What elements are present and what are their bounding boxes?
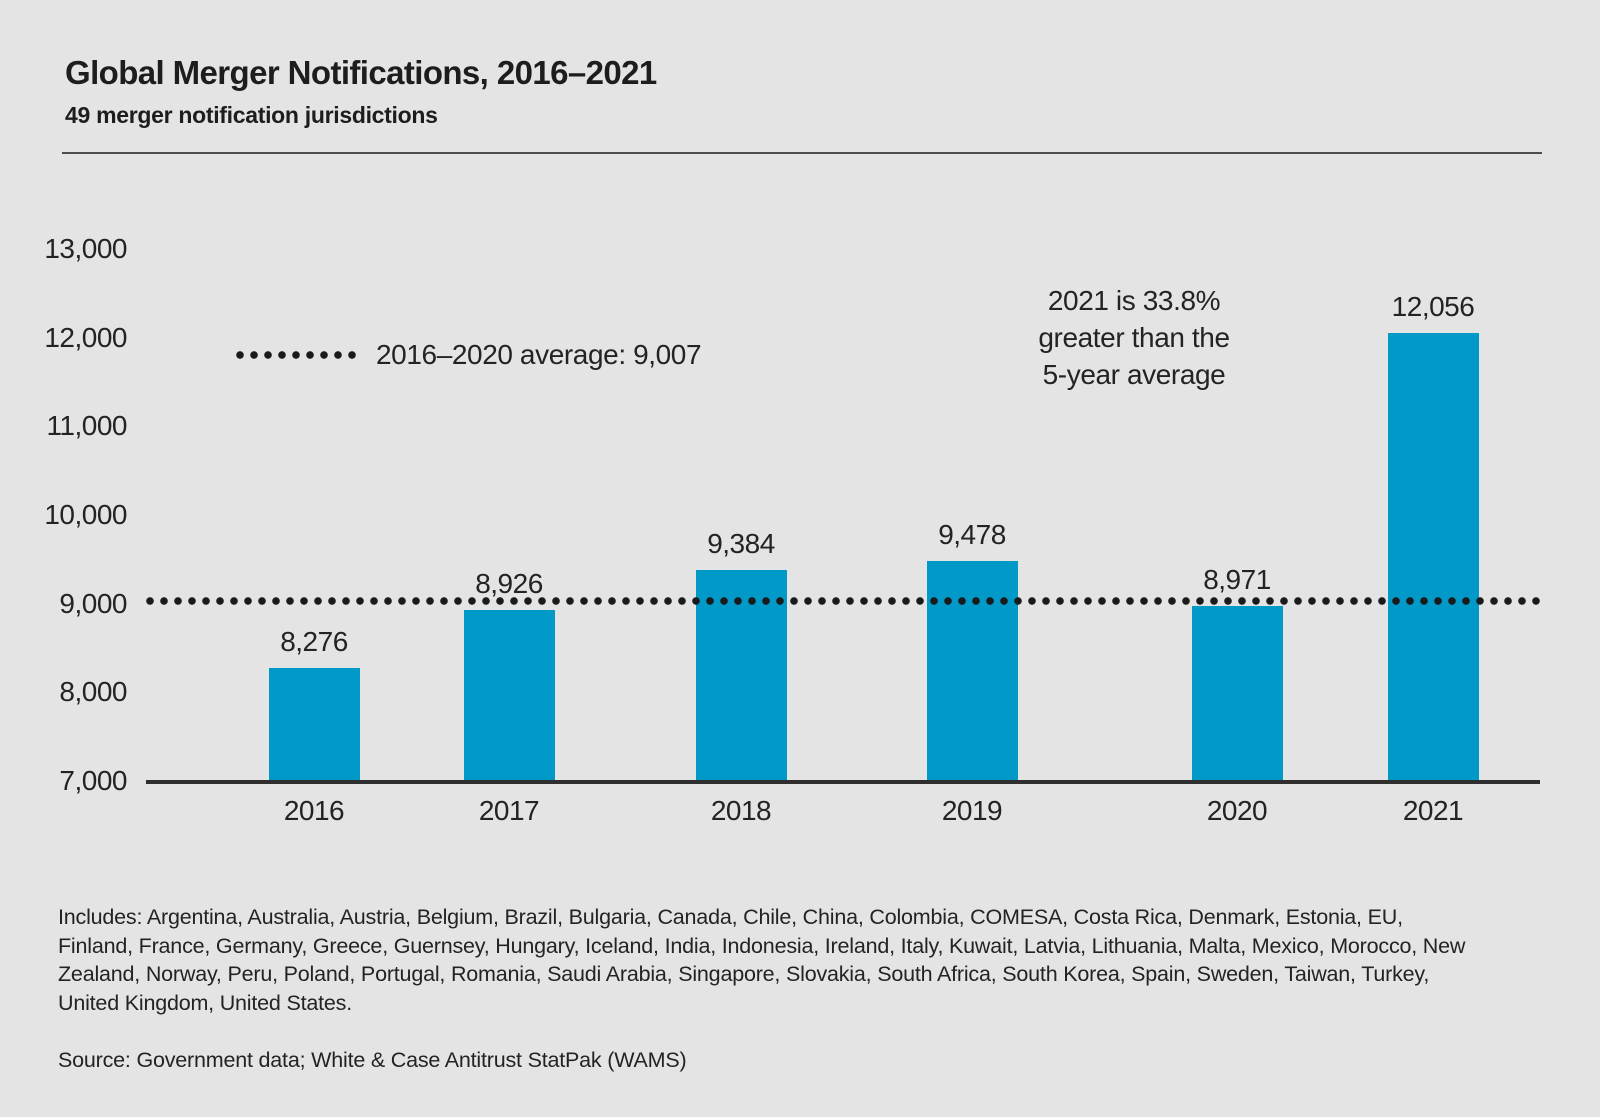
bar [463,610,555,781]
y-axis-label: 12,000 [44,321,127,353]
bar [1387,332,1479,781]
x-axis-tick-label: 2016 [283,795,345,826]
x-axis-tick-label: 2021 [1402,795,1464,826]
legend-label: 2016–2020 average: 9,007 [376,339,702,370]
y-axis-label: 8,000 [59,676,127,708]
plot-area: 2016–2020 average: 9,007 2021 is 33.8% g… [146,249,1540,826]
x-axis-line [146,780,1540,784]
bar-value-label: 8,276 [280,625,348,657]
includes-note: Includes: Argentina, Australia, Austria,… [58,905,1466,1015]
dotted-line-swatch-icon [236,351,360,359]
y-axis-label: 13,000 [44,233,127,264]
y-axis-label: 9,000 [59,587,127,619]
annotation: 2021 is 33.8% greater than the 5-year av… [1038,285,1230,390]
bar-value-label: 8,971 [1203,564,1271,596]
bar [268,667,360,781]
y-axis-label: 10,000 [44,499,127,530]
bar-value-label: 9,384 [707,527,775,559]
y-axis-label: 7,000 [59,765,127,796]
x-axis-tick-label: 2017 [478,795,540,826]
bar-value-label: 8,926 [475,568,543,600]
bar [926,561,1018,781]
x-axis-tick-label: 2020 [1206,795,1268,826]
x-axis-tick-label: 2019 [941,795,1003,826]
title-divider [62,152,1542,154]
bar-value-label: 9,478 [938,519,1006,551]
y-axis-label: 11,000 [46,410,127,442]
average-line-legend: 2016–2020 average: 9,007 [236,339,702,370]
source-note: Source: Government data; White & Case An… [58,1048,687,1072]
chart-title: Global Merger Notifications, 2016–2021 [65,54,657,91]
x-axis-tick-label: 2018 [710,795,772,826]
bar-value-label: 12,056 [1391,290,1475,322]
chart-subtitle: 49 merger notification jurisdictions [65,102,438,128]
average-line [146,597,1540,606]
bar [1191,606,1283,781]
y-axis-labels: 7,000 8,000 9,000 10,000 11,000 12,000 13,000 [30,233,127,796]
